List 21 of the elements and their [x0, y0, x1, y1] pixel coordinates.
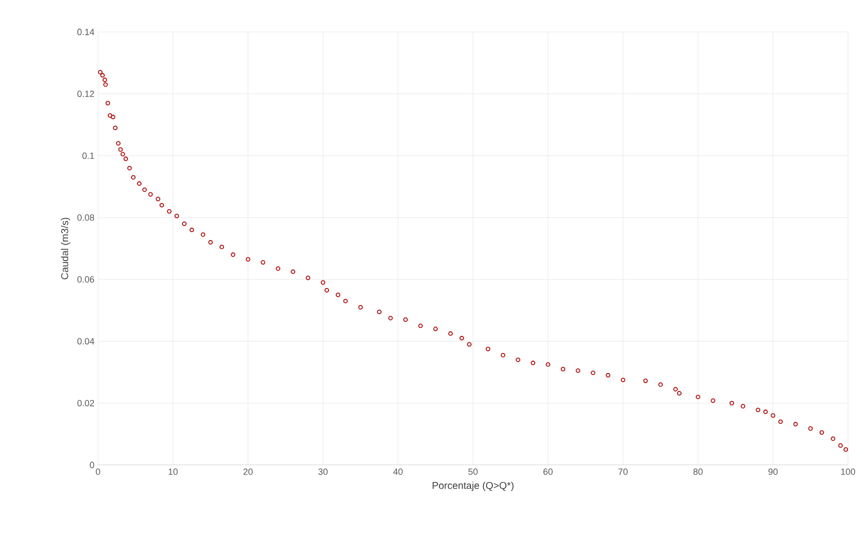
y-tick-label: 0.04	[77, 338, 94, 344]
y-tick-label: 0	[90, 462, 94, 468]
y-tick-label: 0.1	[82, 152, 94, 159]
x-tick-label: 0	[96, 468, 100, 475]
y-tick-label: 0.02	[77, 400, 94, 406]
x-tick-label: 40	[393, 468, 403, 475]
x-tick-label: 30	[318, 468, 328, 475]
x-tick-label: 70	[618, 468, 628, 475]
y-tick-label: 0.14	[77, 28, 94, 36]
x-tick-label: 80	[693, 468, 703, 475]
y-tick-label: 0.12	[77, 90, 94, 98]
y-axis-title: Caudal (m3/s)	[60, 218, 70, 280]
x-tick-label: 10	[168, 468, 178, 475]
x-axis-title: Porcentaje (Q>Q*)	[432, 482, 514, 491]
y-tick-label: 0.08	[77, 214, 94, 221]
x-tick-label: 90	[768, 468, 778, 475]
y-tick-label: 0.06	[77, 276, 94, 283]
x-tick-label: 100	[841, 468, 856, 475]
x-tick-label: 50	[468, 468, 478, 475]
x-tick-label: 20	[243, 468, 253, 475]
x-tick-label: 60	[543, 468, 553, 475]
